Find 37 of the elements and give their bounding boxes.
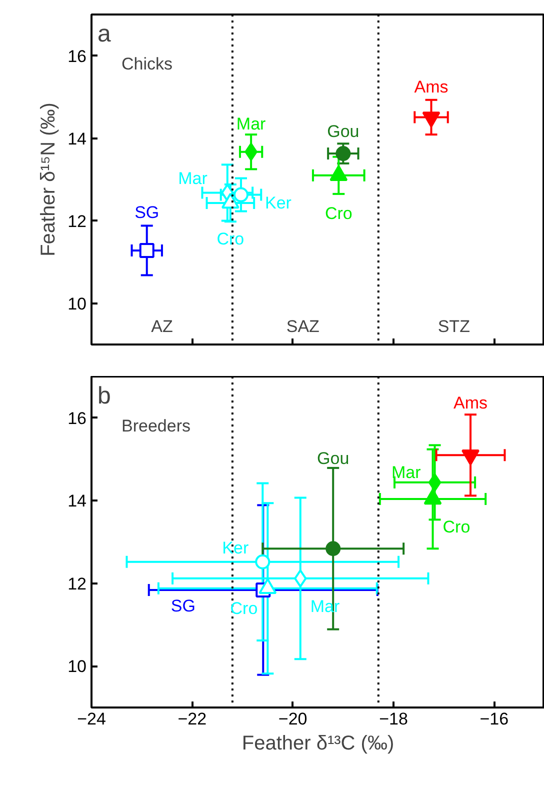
series-label: Cro	[216, 230, 244, 249]
y-tick-label: 14	[68, 129, 87, 148]
series-label: Cro	[324, 204, 352, 223]
y-tick-label: 16	[68, 46, 87, 66]
x-tick-label: −20	[278, 710, 308, 728]
series-label: Cro	[230, 598, 258, 618]
x-tick-label: −24	[77, 710, 106, 728]
series-label: Ams	[414, 78, 448, 97]
y-tick-label: 16	[68, 408, 87, 428]
annotation: b	[98, 382, 111, 410]
y-tick-label: 12	[68, 212, 87, 231]
y-tick-label: 12	[68, 574, 87, 594]
series-label: SG	[134, 202, 160, 222]
text: Gou	[317, 449, 350, 468]
series-label: Ker	[222, 538, 249, 558]
x-tick-label: −22	[178, 710, 207, 728]
y-tick-label: 10	[68, 294, 87, 314]
series-label: Mar	[391, 462, 422, 482]
annotation: a	[98, 20, 112, 48]
series-label: Mar	[236, 114, 266, 134]
annotation: AZ	[151, 317, 173, 336]
y-tick-label: 14	[68, 492, 87, 511]
x-tick-label: −16	[480, 710, 509, 728]
series-label: Ker	[264, 193, 292, 212]
series-label: Gou	[327, 122, 360, 142]
series-label: Mar	[178, 169, 208, 188]
annotation: Chicks	[122, 54, 173, 74]
x-axis-title: Feather δ¹³C (‰)	[242, 732, 394, 754]
annotation: Breeders	[122, 416, 190, 436]
series-label: Cro	[442, 517, 470, 536]
y-axis-title: Feather δ¹⁵N (‰)	[38, 102, 60, 256]
annotation: STZ	[438, 317, 470, 336]
text: SG	[170, 596, 196, 616]
y-tick-label: 10	[68, 657, 87, 676]
x-tick-label: −18	[379, 710, 408, 728]
annotation: SAZ	[286, 317, 320, 336]
text: Ams	[454, 394, 488, 413]
